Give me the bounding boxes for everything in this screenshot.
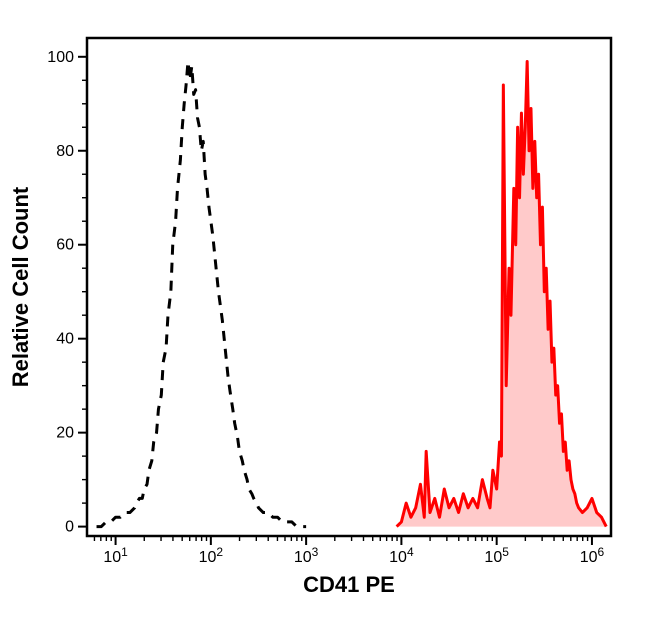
svg-text:60: 60 <box>56 237 74 254</box>
svg-text:100: 100 <box>47 49 74 66</box>
chart-svg: 101102103104105106020406080100CD41 PERel… <box>0 0 646 641</box>
svg-text:40: 40 <box>56 331 74 348</box>
svg-text:CD41 PE: CD41 PE <box>303 572 395 597</box>
svg-text:0: 0 <box>65 519 74 536</box>
svg-text:Relative Cell Count: Relative Cell Count <box>8 186 33 387</box>
svg-text:20: 20 <box>56 425 74 442</box>
histogram-chart: 101102103104105106020406080100CD41 PERel… <box>0 0 646 641</box>
svg-text:80: 80 <box>56 143 74 160</box>
